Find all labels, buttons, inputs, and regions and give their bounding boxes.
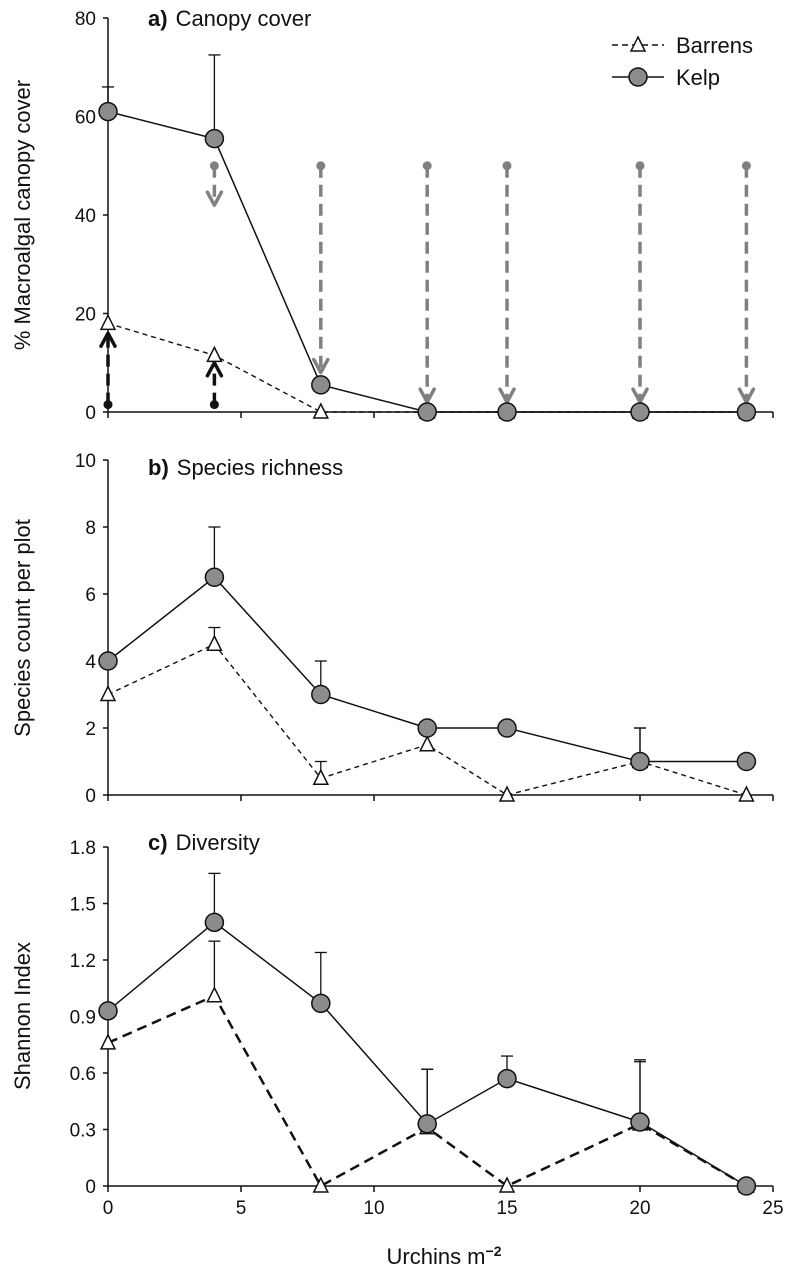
c-x-tick-label: 15: [496, 1198, 517, 1219]
a-y-tick-label: 20: [75, 305, 96, 326]
c-y-tick-label: 0.6: [70, 1064, 96, 1085]
c-barrens-point: [312, 1176, 330, 1193]
b-barrens-point: [498, 785, 516, 802]
a-barrens-point: [99, 313, 117, 331]
a-arrow-head: [737, 387, 756, 404]
panel-c-letter: c): [148, 830, 168, 855]
legend: Barrens Kelp: [612, 33, 753, 90]
b-y-tick-label: 6: [85, 585, 96, 606]
a-kelp-point: [98, 101, 118, 122]
c-kelp-point: [98, 1001, 118, 1021]
legend-kelp-marker: [628, 67, 648, 87]
c-y-tick-label: 0: [85, 1177, 96, 1198]
b-kelp-point: [98, 651, 118, 671]
b-kelp-point: [497, 718, 517, 738]
b-kelp-point: [417, 718, 437, 738]
c-y-tick-label: 1.2: [70, 951, 96, 972]
b-barrens-point: [418, 735, 436, 752]
legend-barrens-marker: [629, 35, 647, 52]
a-arrow-head: [418, 387, 436, 404]
c-y-tick-label: 1.8: [70, 838, 96, 859]
c-x-tick-label: 0: [103, 1198, 114, 1219]
a-barrens-point: [312, 402, 330, 419]
c-kelp-point: [736, 1176, 757, 1196]
panel-b-title: b) Species richness: [148, 455, 343, 480]
b-kelp-point: [311, 684, 331, 705]
a-y-tick-label: 60: [75, 108, 96, 129]
c-kelp-point: [497, 1068, 517, 1089]
c-kelp-point: [204, 912, 225, 933]
b-kelp-point: [736, 751, 757, 772]
b-barrens-point: [312, 768, 330, 785]
a-kelp-point: [417, 402, 437, 422]
panel-b-letter: b): [148, 455, 169, 480]
x-axis-title-text: Urchins m: [387, 1244, 486, 1269]
x-axis-title-exponent: −2: [486, 1243, 502, 1259]
c-kelp-point: [630, 1112, 650, 1132]
panel-canopy-cover: a) Canopy cover % Macroalgal canopy cover…: [10, 6, 774, 424]
panel-diversity: c) Diversity Shannon Index Urchins m−2 00…: [10, 830, 784, 1269]
legend-barrens-label: Barrens: [676, 33, 753, 58]
a-barrens-point: [206, 345, 223, 363]
b-y-tick-label: 4: [85, 652, 96, 673]
a-y-tick-label: 0: [85, 403, 96, 424]
a-arrow-head: [99, 331, 117, 348]
panel-b-ylabel: Species count per plot: [10, 519, 35, 737]
panel-a-ylabel: % Macroalgal canopy cover: [10, 80, 35, 350]
panel-species-richness: b) Species richness Species count per plo…: [10, 451, 774, 807]
a-arrow-head: [205, 190, 224, 207]
panel-c-title-text: Diversity: [176, 830, 260, 855]
c-y-tick-label: 0.3: [70, 1121, 96, 1142]
c-kelp-point: [417, 1114, 437, 1134]
a-kelp-point: [497, 402, 517, 422]
c-y-tick-label: 1.5: [70, 895, 96, 916]
panel-b-title-text: Species richness: [177, 455, 343, 480]
c-x-tick-label: 10: [363, 1198, 384, 1219]
a-arrow-head: [498, 387, 516, 404]
c-barrens-point: [99, 1033, 117, 1050]
c-x-tick-label: 5: [236, 1198, 247, 1219]
c-kelp-point: [311, 993, 331, 1014]
panel-a-title: a) Canopy cover: [148, 6, 311, 31]
a-kelp-point: [204, 128, 225, 149]
c-barrens-point: [206, 986, 223, 1003]
b-y-tick-label: 2: [85, 719, 96, 740]
a-arrow-head: [312, 357, 330, 375]
a-kelp-point: [311, 375, 331, 395]
b-y-tick-label: 10: [75, 451, 96, 472]
panel-a-title-text: Canopy cover: [176, 6, 312, 31]
b-barrens-point: [99, 684, 117, 702]
c-y-tick-label: 0.9: [70, 1008, 96, 1029]
x-axis-title: Urchins m−2: [387, 1243, 502, 1269]
a-y-tick-label: 80: [75, 9, 96, 30]
b-barrens-point: [206, 634, 223, 651]
b-y-tick-label: 8: [85, 518, 96, 539]
b-kelp-point: [204, 567, 225, 587]
c-barrens-point: [498, 1176, 516, 1193]
a-arrow-head: [631, 387, 649, 404]
a-kelp-point: [630, 402, 650, 422]
panel-c-title: c) Diversity: [148, 830, 260, 855]
panel-c-ylabel: Shannon Index: [10, 942, 35, 1090]
b-kelp-point: [630, 751, 650, 772]
c-x-tick-label: 25: [762, 1198, 783, 1219]
a-y-tick-label: 40: [75, 206, 96, 227]
b-y-tick-label: 0: [85, 786, 96, 807]
c-x-tick-label: 20: [629, 1198, 650, 1219]
c-kelp-line: [107, 921, 747, 1187]
b-barrens-point: [738, 785, 755, 802]
a-kelp-point: [736, 402, 757, 422]
legend-kelp-label: Kelp: [676, 65, 720, 90]
panel-a-letter: a): [148, 6, 168, 31]
a-arrow-head: [205, 361, 224, 378]
